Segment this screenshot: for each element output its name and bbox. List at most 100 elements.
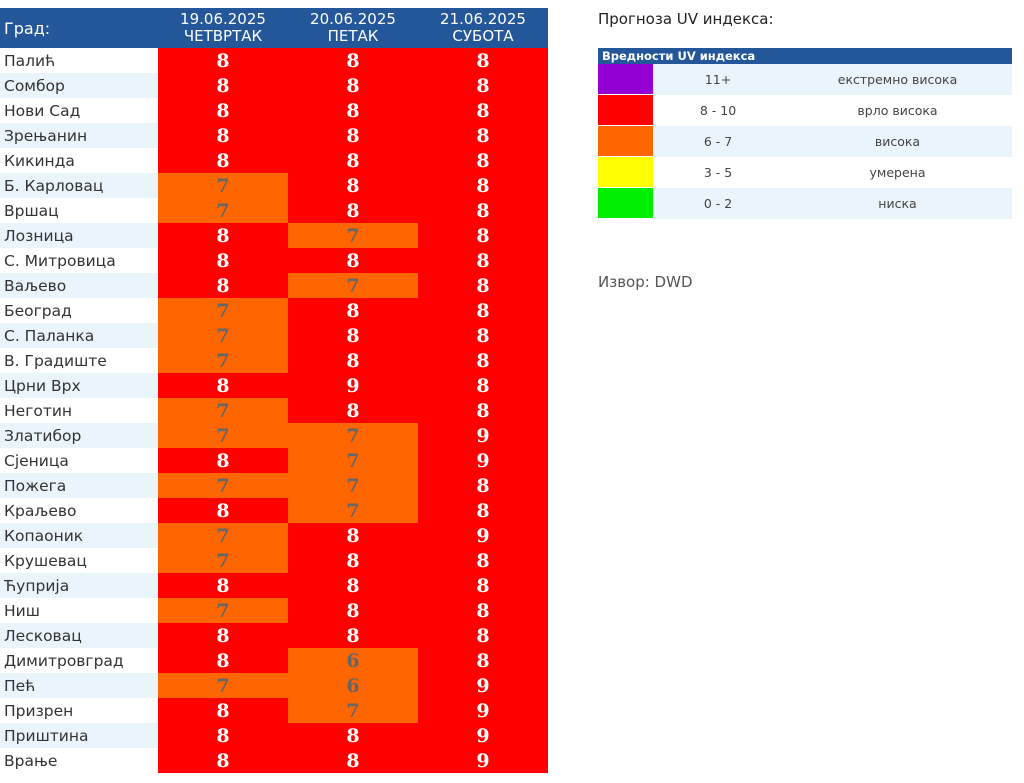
uv-value-cell: 8 <box>158 373 288 398</box>
uv-value-cell: 8 <box>418 273 548 298</box>
city-name: Палић <box>4 51 56 70</box>
legend-row: 3 - 5 умерена <box>598 156 1012 188</box>
uv-value-cell: 7 <box>158 423 288 448</box>
city-name: Копаоник <box>0 523 158 548</box>
color-swatch <box>598 94 653 126</box>
uv-value-cell: 8 <box>418 298 548 323</box>
legend-row: 8 - 10 врло висока <box>598 94 1012 126</box>
uv-value-cell: 6 <box>288 648 418 673</box>
table-row: Призрен 8 7 9 <box>0 698 548 723</box>
city-name: Неготин <box>4 401 73 420</box>
city-name: Пећ <box>0 673 158 698</box>
day-date: 19.06.2025 <box>180 10 266 28</box>
legend-label: умерена <box>869 164 926 180</box>
uv-value-cell: 8 <box>288 248 418 273</box>
uv-value-cell: 7 <box>288 498 418 523</box>
uv-value-cell: 8 <box>158 498 288 523</box>
legend-range: 8 - 10 <box>699 102 737 118</box>
table-row: Нови Сад 8 8 8 <box>0 98 548 123</box>
table-row: Ћуприја 8 8 8 <box>0 573 548 598</box>
uv-value-cell: 8 <box>288 348 418 373</box>
uv-value-cell: 8 <box>418 48 548 73</box>
uv-value-cell: 7 <box>158 673 288 698</box>
uv-value-cell: 7 <box>158 298 288 323</box>
legend-row: 11+ екстремно висока <box>598 64 1012 95</box>
legend-row: 0 - 2 ниска <box>598 187 1012 219</box>
uv-value-cell: 9 <box>418 523 548 548</box>
uv-value-cell: 8 <box>288 148 418 173</box>
table-row: Златибор 7 7 9 <box>0 423 548 448</box>
source-label: Извор: DWD <box>598 273 693 291</box>
uv-value-cell: 7 <box>158 198 288 223</box>
uv-value-cell: 8 <box>158 273 288 298</box>
city-name: Ваљево <box>0 273 158 298</box>
legend-label: врло висока <box>857 102 938 118</box>
table-row: Вршац 7 8 8 <box>0 198 548 223</box>
uv-value-cell: 9 <box>418 423 548 448</box>
legend-label: висока <box>783 125 1012 157</box>
uv-value-cell: 9 <box>288 373 418 398</box>
uv-value-cell: 8 <box>158 698 288 723</box>
day-weekday: СУБОТА <box>452 27 514 45</box>
table-row: Пећ 7 6 9 <box>0 673 548 698</box>
uv-forecast-table: Град: 19.06.2025 ЧЕТВРТАК 20.06.2025 ПЕТАК 2… <box>0 8 548 773</box>
uv-value-cell: 8 <box>158 48 288 73</box>
city-name: Зрењанин <box>0 123 158 148</box>
uv-value-cell: 8 <box>418 98 548 123</box>
city-name: Златибор <box>0 423 158 448</box>
city-name: С. Паланка <box>0 323 158 348</box>
table-row: Београд 7 8 8 <box>0 298 548 323</box>
city-name: Врање <box>4 751 58 770</box>
uv-value-cell: 8 <box>418 598 548 623</box>
uv-value-cell: 8 <box>418 198 548 223</box>
uv-value-cell: 8 <box>418 498 548 523</box>
uv-value-cell: 9 <box>418 673 548 698</box>
uv-value-cell: 8 <box>288 598 418 623</box>
city-name: Крушевац <box>4 551 87 570</box>
uv-value-cell: 8 <box>418 648 548 673</box>
city-name: С. Митровица <box>4 251 116 270</box>
table-row: Ваљево 8 7 8 <box>0 273 548 298</box>
uv-value-cell: 9 <box>418 698 548 723</box>
uv-value-cell: 8 <box>288 123 418 148</box>
uv-value-cell: 8 <box>288 573 418 598</box>
legend-header: Вредности UV индекса <box>598 48 1012 64</box>
color-swatch <box>598 125 653 157</box>
uv-value-cell: 6 <box>288 673 418 698</box>
table-row: С. Паланка 7 8 8 <box>0 323 548 348</box>
table-row: Неготин 7 8 8 <box>0 398 548 423</box>
city-name: Београд <box>4 301 72 320</box>
uv-value-cell: 8 <box>418 148 548 173</box>
uv-value-cell: 8 <box>158 748 288 773</box>
day-column-header: 19.06.2025 ЧЕТВРТАК <box>158 8 288 48</box>
uv-value-cell: 8 <box>158 98 288 123</box>
uv-value-cell: 8 <box>288 398 418 423</box>
uv-value-cell: 8 <box>418 123 548 148</box>
uv-value-cell: 7 <box>288 473 418 498</box>
uv-value-cell: 8 <box>158 723 288 748</box>
uv-value-cell: 8 <box>288 98 418 123</box>
day-date: 20.06.2025 <box>310 10 396 28</box>
uv-value-cell: 8 <box>158 73 288 98</box>
uv-value-cell: 8 <box>158 148 288 173</box>
uv-value-cell: 8 <box>158 448 288 473</box>
city-name: Б. Карловац <box>0 173 158 198</box>
legend-range: 3 - 5 <box>703 164 733 180</box>
city-name: Лесковац <box>0 623 158 648</box>
uv-value-cell: 7 <box>158 323 288 348</box>
uv-value-cell: 9 <box>418 448 548 473</box>
uv-value-cell: 8 <box>418 348 548 373</box>
city-name: Сомбор <box>0 73 158 98</box>
city-name: Лозница <box>0 223 158 248</box>
table-row: Крушевац 7 8 8 <box>0 548 548 573</box>
legend-title: Прогноза UV индекса: <box>598 10 774 28</box>
uv-value-cell: 8 <box>418 373 548 398</box>
uv-value-cell: 8 <box>418 548 548 573</box>
city-name: Приштина <box>0 723 158 748</box>
legend-range: 6 - 7 <box>653 125 783 157</box>
day-weekday: ЧЕТВРТАК <box>183 27 263 45</box>
uv-value-cell: 8 <box>418 398 548 423</box>
uv-value-cell: 8 <box>158 573 288 598</box>
uv-value-cell: 8 <box>288 298 418 323</box>
day-date: 21.06.2025 <box>440 10 526 28</box>
